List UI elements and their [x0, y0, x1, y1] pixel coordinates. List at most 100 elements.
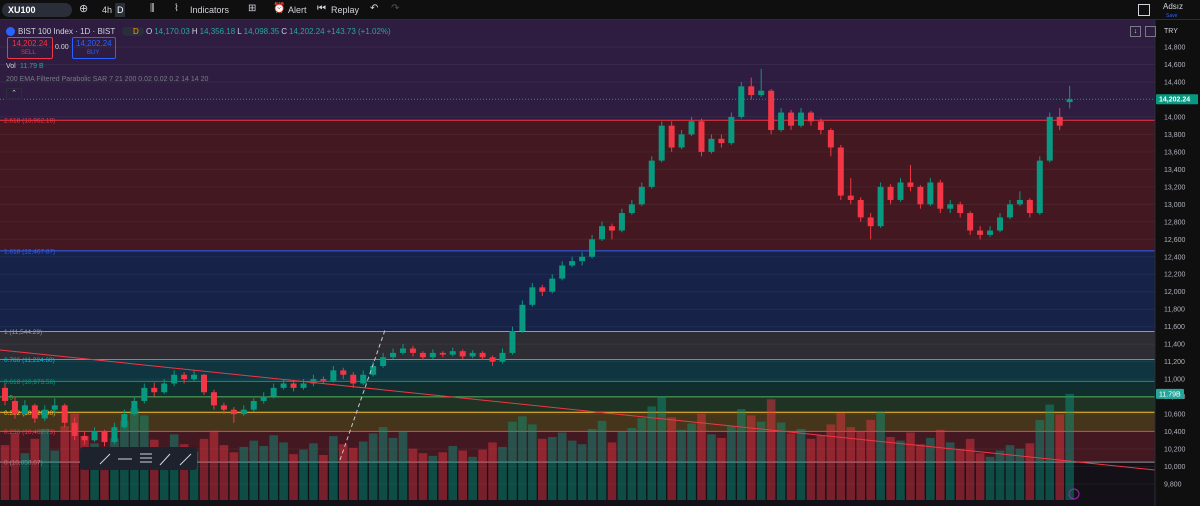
layout-icon[interactable]: ⊞	[248, 3, 257, 14]
user[interactable]: Adsız	[1163, 2, 1184, 11]
flash-icon[interactable]	[1068, 488, 1080, 500]
volume-bar	[1005, 445, 1015, 500]
replay[interactable]: Replay	[331, 5, 360, 15]
drawing-toolbar[interactable]	[80, 447, 197, 470]
sell[interactable]: SELL	[21, 50, 36, 56]
add-symbol[interactable]: ⊕	[79, 3, 89, 15]
volume-bar	[10, 433, 20, 500]
candle-body	[927, 182, 934, 205]
drawing-tools	[99, 453, 192, 466]
y-tick-label: 14,400	[1164, 79, 1186, 86]
candle-body	[738, 86, 745, 117]
indicators-icon[interactable]: ⌇	[174, 3, 179, 14]
currency[interactable]: TRY	[1164, 28, 1178, 35]
candle-body	[1036, 160, 1043, 214]
y-tick-label: 11,000	[1164, 377, 1185, 384]
fullscreen[interactable]	[1138, 4, 1150, 16]
interval[interactable]: 4h	[102, 5, 113, 15]
interval-active	[115, 3, 125, 17]
volume-bar	[617, 431, 627, 500]
y-tick-label: 10,000	[1164, 464, 1186, 471]
candle-body	[181, 374, 188, 380]
volume-bar	[438, 452, 448, 500]
candle-body	[111, 427, 118, 443]
volume-bar	[906, 432, 915, 500]
volume-bar	[876, 411, 885, 500]
candle-body	[151, 387, 158, 393]
candle-body	[230, 409, 237, 415]
volume-bar	[587, 428, 597, 500]
candle-body	[529, 287, 536, 305]
volume-bar	[358, 441, 368, 500]
candle-body	[360, 374, 367, 384]
fib-band	[0, 381, 1155, 397]
ohlc-key: C	[281, 27, 288, 36]
candle-body	[589, 239, 596, 257]
y-tick-label: 11,400	[1164, 342, 1185, 349]
volume-bar	[299, 449, 308, 500]
volume-bar	[647, 406, 657, 500]
candle-body	[2, 387, 8, 401]
candle-body	[121, 414, 128, 428]
collapse[interactable]: ⌃	[6, 88, 22, 100]
axis-settings[interactable]	[1145, 26, 1156, 37]
y-tick-label: 14,600	[1164, 62, 1186, 69]
volume-bar	[567, 440, 577, 500]
y-tick-label: 12,400	[1164, 254, 1186, 261]
buy-price[interactable]: 14,202.24	[76, 39, 112, 48]
volume-bar	[468, 456, 477, 500]
candle-body	[201, 374, 207, 393]
candle-body	[240, 409, 247, 415]
volume-bar	[40, 428, 50, 500]
alert[interactable]: Alert	[288, 5, 307, 15]
volume-bar	[916, 444, 925, 500]
volume-bar	[786, 433, 796, 500]
volume-bar	[448, 446, 458, 500]
interval-d[interactable]: D	[117, 5, 124, 15]
volume-bar	[538, 438, 547, 500]
candle-body	[370, 366, 377, 375]
badge-bg	[122, 27, 144, 36]
candle-body	[638, 186, 645, 205]
candle-body	[270, 387, 277, 397]
candle-body	[599, 226, 605, 240]
y-tick-label: 12,000	[1164, 289, 1186, 296]
candle-body	[798, 112, 804, 126]
replay-icon[interactable]: ⏮	[317, 3, 326, 14]
candle-body	[340, 370, 347, 375]
axis-menu[interactable]: ↓	[1130, 26, 1141, 37]
chart-type-icon[interactable]: ⫼	[150, 3, 155, 14]
volume-bar	[189, 451, 199, 500]
ohlc-value: 14,356.18	[199, 27, 236, 36]
symbol-box[interactable]	[2, 3, 72, 17]
y-tick-label: 10,600	[1164, 412, 1186, 419]
sell-price[interactable]: 14,202.24	[12, 39, 48, 48]
volume-bar	[508, 421, 517, 500]
last-price-box	[1156, 94, 1198, 105]
volume-bar	[20, 453, 30, 500]
change: +143.73 (+1.02%)	[326, 27, 391, 36]
symbol[interactable]: XU100	[8, 5, 36, 15]
candle-body	[320, 379, 327, 381]
save[interactable]: Save	[1166, 13, 1178, 19]
redo[interactable]: ↷	[391, 3, 400, 14]
candle-body	[91, 431, 98, 441]
volume-bar	[667, 417, 676, 500]
fib-label: 0.236 (10,402.73)	[4, 429, 55, 436]
alert-icon[interactable]: ⏰	[273, 3, 286, 14]
volume-bar	[1055, 414, 1064, 500]
indicators[interactable]: Indicators	[190, 5, 230, 15]
volume-bar	[707, 434, 716, 500]
y-tick-label: 13,400	[1164, 167, 1186, 174]
sell-box[interactable]	[7, 37, 53, 59]
candle-body	[71, 422, 78, 436]
candle-body	[280, 383, 287, 388]
y-tick-label: 12,600	[1164, 237, 1186, 244]
undo[interactable]: ↶	[370, 3, 379, 14]
volume-bar	[985, 456, 995, 500]
buy-box[interactable]	[72, 37, 116, 59]
candle-body	[1016, 199, 1023, 205]
volume-bar	[687, 423, 696, 500]
buy[interactable]: BUY	[87, 50, 100, 56]
